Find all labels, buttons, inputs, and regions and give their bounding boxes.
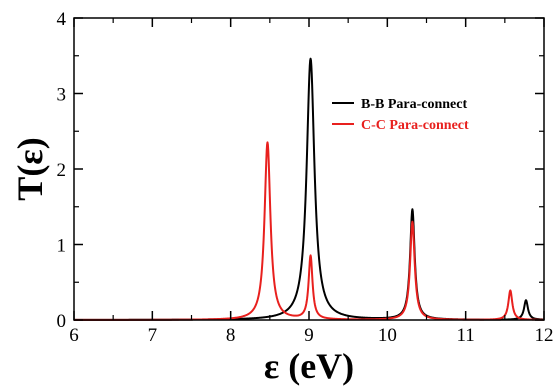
- x-tick-label: 8: [226, 325, 236, 346]
- x-tick-label: 10: [378, 325, 397, 346]
- y-tick-label: 1: [57, 236, 67, 257]
- y-tick-label: 3: [57, 85, 67, 106]
- legend: B-B Para-connect C-C Para-connect: [332, 97, 469, 133]
- x-tick-label: 6: [69, 325, 79, 346]
- x-tick-label: 12: [535, 325, 554, 346]
- y-tick-label: 4: [57, 9, 67, 30]
- y-tick-label: 0: [57, 311, 67, 332]
- series-line-c-c: [73, 141, 545, 321]
- legend-label: C-C Para-connect: [361, 118, 469, 133]
- legend-label: B-B Para-connect: [361, 97, 467, 112]
- plot-lines: [73, 57, 545, 321]
- x-axis-label: ε (eV): [264, 346, 354, 386]
- y-axis-label: T(ε): [10, 137, 50, 200]
- x-tick-label: 7: [148, 325, 158, 346]
- x-tick-label: 9: [304, 325, 314, 346]
- y-tick-label: 2: [57, 160, 67, 181]
- axis-ticks: [73, 17, 545, 321]
- x-tick-label: 11: [457, 325, 475, 346]
